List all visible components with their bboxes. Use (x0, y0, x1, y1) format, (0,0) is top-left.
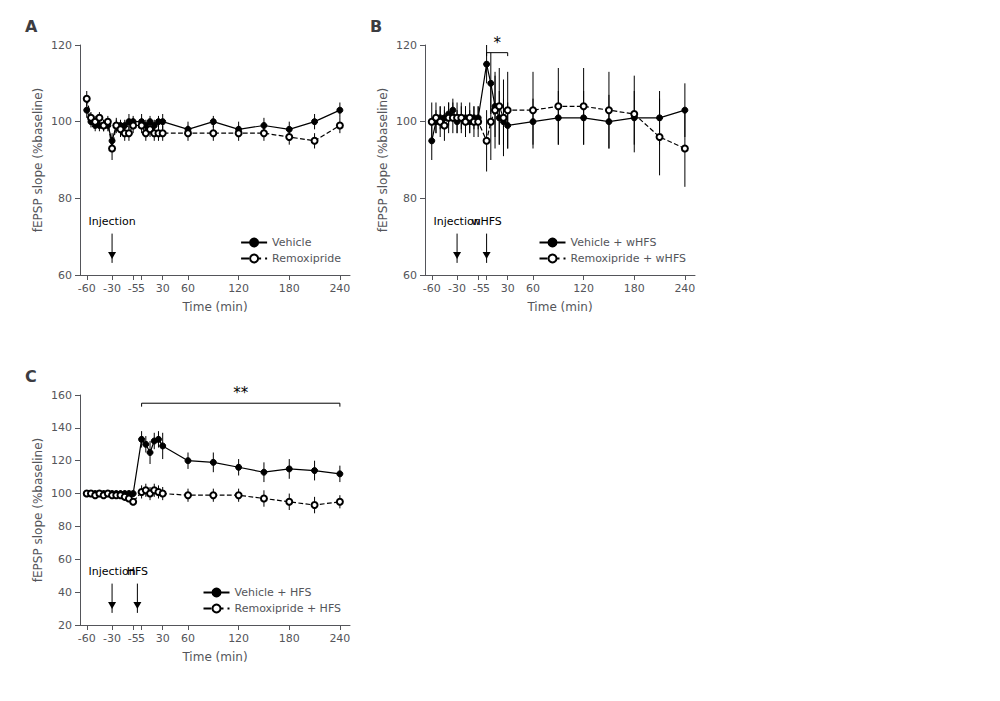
svg-text:Injection: Injection (88, 564, 136, 578)
svg-text:fEPSP slope (%baseline): fEPSP slope (%baseline) (31, 88, 45, 232)
svg-text:Vehicle + HFS: Vehicle + HFS (235, 586, 312, 599)
svg-text:180: 180 (279, 632, 300, 645)
svg-text:240: 240 (674, 282, 695, 295)
svg-text:120: 120 (51, 39, 72, 52)
svg-text:60: 60 (403, 269, 417, 282)
svg-text:-5: -5 (128, 632, 139, 645)
svg-text:80: 80 (58, 192, 72, 205)
svg-text:30: 30 (156, 632, 170, 645)
svg-text:60: 60 (526, 282, 540, 295)
svg-text:60: 60 (58, 553, 72, 566)
svg-text:120: 120 (228, 632, 249, 645)
svg-text:100: 100 (51, 487, 72, 500)
svg-text:**: ** (233, 384, 249, 402)
svg-text:B: B (370, 17, 382, 36)
svg-text:A: A (25, 17, 38, 36)
svg-text:5: 5 (138, 632, 145, 645)
svg-text:Injection: Injection (433, 214, 481, 228)
svg-text:120: 120 (573, 282, 594, 295)
svg-text:fEPSP slope (%baseline): fEPSP slope (%baseline) (376, 88, 390, 232)
svg-text:5: 5 (138, 282, 145, 295)
svg-text:Time (min): Time (min) (526, 300, 592, 314)
svg-text:wHFS: wHFS (471, 215, 501, 228)
svg-text:80: 80 (403, 192, 417, 205)
svg-text:60: 60 (181, 282, 195, 295)
svg-text:180: 180 (624, 282, 645, 295)
svg-text:100: 100 (51, 115, 72, 128)
svg-text:240: 240 (329, 282, 350, 295)
svg-text:Vehicle + wHFS: Vehicle + wHFS (571, 236, 657, 249)
svg-text:20: 20 (58, 619, 72, 632)
svg-text:240: 240 (329, 632, 350, 645)
svg-text:Vehicle: Vehicle (272, 236, 312, 249)
svg-text:Remoxipride: Remoxipride (272, 252, 341, 265)
svg-text:80: 80 (58, 520, 72, 533)
svg-text:HFS: HFS (127, 565, 148, 578)
svg-text:-60: -60 (423, 282, 441, 295)
svg-text:120: 120 (51, 454, 72, 467)
svg-text:5: 5 (483, 282, 490, 295)
svg-text:Remoxipride + HFS: Remoxipride + HFS (235, 602, 342, 615)
svg-text:60: 60 (181, 632, 195, 645)
svg-text:-60: -60 (78, 632, 96, 645)
svg-text:100: 100 (396, 115, 417, 128)
svg-text:Time (min): Time (min) (181, 300, 247, 314)
svg-text:180: 180 (279, 282, 300, 295)
svg-text:fEPSP slope (%baseline): fEPSP slope (%baseline) (31, 438, 45, 582)
svg-text:120: 120 (228, 282, 249, 295)
svg-text:160: 160 (51, 389, 72, 402)
svg-text:-60: -60 (78, 282, 96, 295)
svg-text:60: 60 (58, 269, 72, 282)
svg-text:-30: -30 (103, 632, 121, 645)
svg-text:Time (min): Time (min) (181, 650, 247, 664)
svg-text:40: 40 (58, 586, 72, 599)
svg-text:-5: -5 (473, 282, 484, 295)
svg-text:Remoxipride + wHFS: Remoxipride + wHFS (571, 252, 687, 265)
svg-text:-30: -30 (448, 282, 466, 295)
svg-text:-30: -30 (103, 282, 121, 295)
svg-text:Injection: Injection (88, 215, 135, 228)
svg-text:*: * (493, 34, 501, 52)
svg-text:120: 120 (396, 39, 417, 52)
svg-text:30: 30 (156, 282, 170, 295)
svg-text:140: 140 (51, 421, 72, 434)
svg-text:30: 30 (501, 282, 515, 295)
svg-text:-5: -5 (128, 282, 139, 295)
svg-text:C: C (25, 367, 37, 386)
